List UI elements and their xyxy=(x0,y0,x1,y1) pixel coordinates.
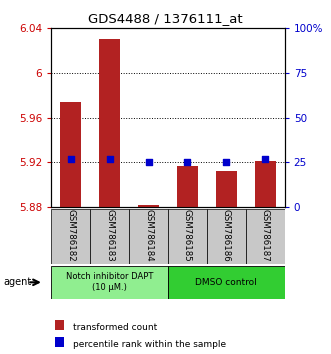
Point xyxy=(262,156,268,162)
Bar xyxy=(138,205,159,207)
Text: GSM786186: GSM786186 xyxy=(222,209,231,262)
Bar xyxy=(246,209,285,264)
Text: agent: agent xyxy=(3,277,31,287)
Bar xyxy=(60,102,81,207)
Text: transformed count: transformed count xyxy=(73,323,157,332)
Bar xyxy=(168,266,285,299)
Point xyxy=(107,156,112,162)
Bar xyxy=(215,171,237,207)
Bar xyxy=(177,166,198,207)
Point xyxy=(146,160,151,165)
Point xyxy=(68,156,73,162)
Point xyxy=(224,160,229,165)
Text: GDS4488 / 1376111_at: GDS4488 / 1376111_at xyxy=(88,12,243,25)
Text: GSM786187: GSM786187 xyxy=(261,209,270,262)
Bar xyxy=(207,209,246,264)
Text: GSM786185: GSM786185 xyxy=(183,209,192,262)
Bar xyxy=(129,209,168,264)
Bar xyxy=(99,40,120,207)
Text: GSM786183: GSM786183 xyxy=(105,209,114,262)
Text: DMSO control: DMSO control xyxy=(195,278,257,287)
Bar xyxy=(255,161,276,207)
Text: percentile rank within the sample: percentile rank within the sample xyxy=(73,339,226,349)
Bar xyxy=(51,266,168,299)
Bar xyxy=(168,209,207,264)
Text: GSM786182: GSM786182 xyxy=(66,209,75,262)
Point xyxy=(185,160,190,165)
Bar xyxy=(51,209,90,264)
Text: Notch inhibitor DAPT
(10 μM.): Notch inhibitor DAPT (10 μM.) xyxy=(66,272,153,292)
Bar xyxy=(90,209,129,264)
Text: GSM786184: GSM786184 xyxy=(144,209,153,262)
